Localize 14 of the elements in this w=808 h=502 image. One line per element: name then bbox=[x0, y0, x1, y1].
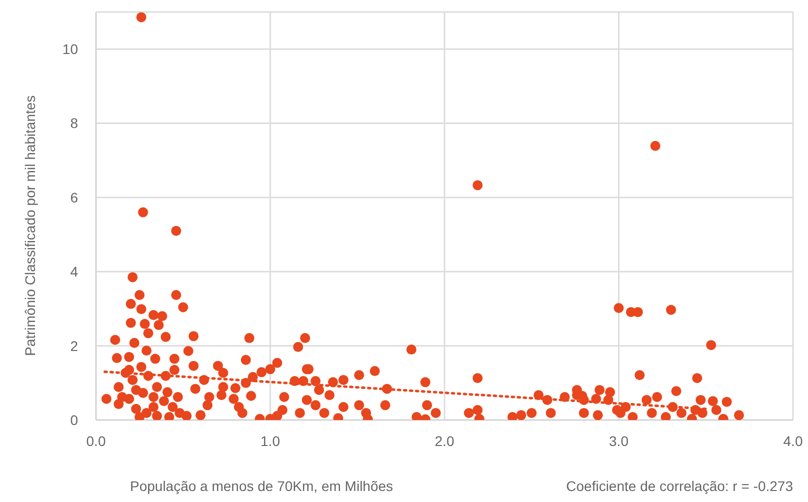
y-tick-label: 8 bbox=[70, 115, 78, 132]
x-tick-label: 1.0 bbox=[260, 432, 280, 449]
text: Coeficiente de correlação: r = -0.273 bbox=[566, 478, 793, 494]
x-tick-label: 2.0 bbox=[434, 432, 454, 449]
y-tick-label: 10 bbox=[62, 41, 78, 58]
x-axis-title: População a menos de 70Km, em Milhões bbox=[130, 478, 394, 494]
x-tick-label: 4.0 bbox=[783, 432, 803, 449]
y-axis-title: Patrimônio Classificado por mil habitantes bbox=[22, 95, 38, 356]
x-tick-label: 0.0 bbox=[86, 432, 106, 449]
y-tick-label: 4 bbox=[70, 264, 78, 280]
y-tick-label: 6 bbox=[70, 189, 78, 206]
y-tick-label: 2 bbox=[70, 338, 78, 354]
y-tick-label: 0 bbox=[70, 412, 78, 428]
x-tick-label: 3.0 bbox=[609, 432, 629, 449]
